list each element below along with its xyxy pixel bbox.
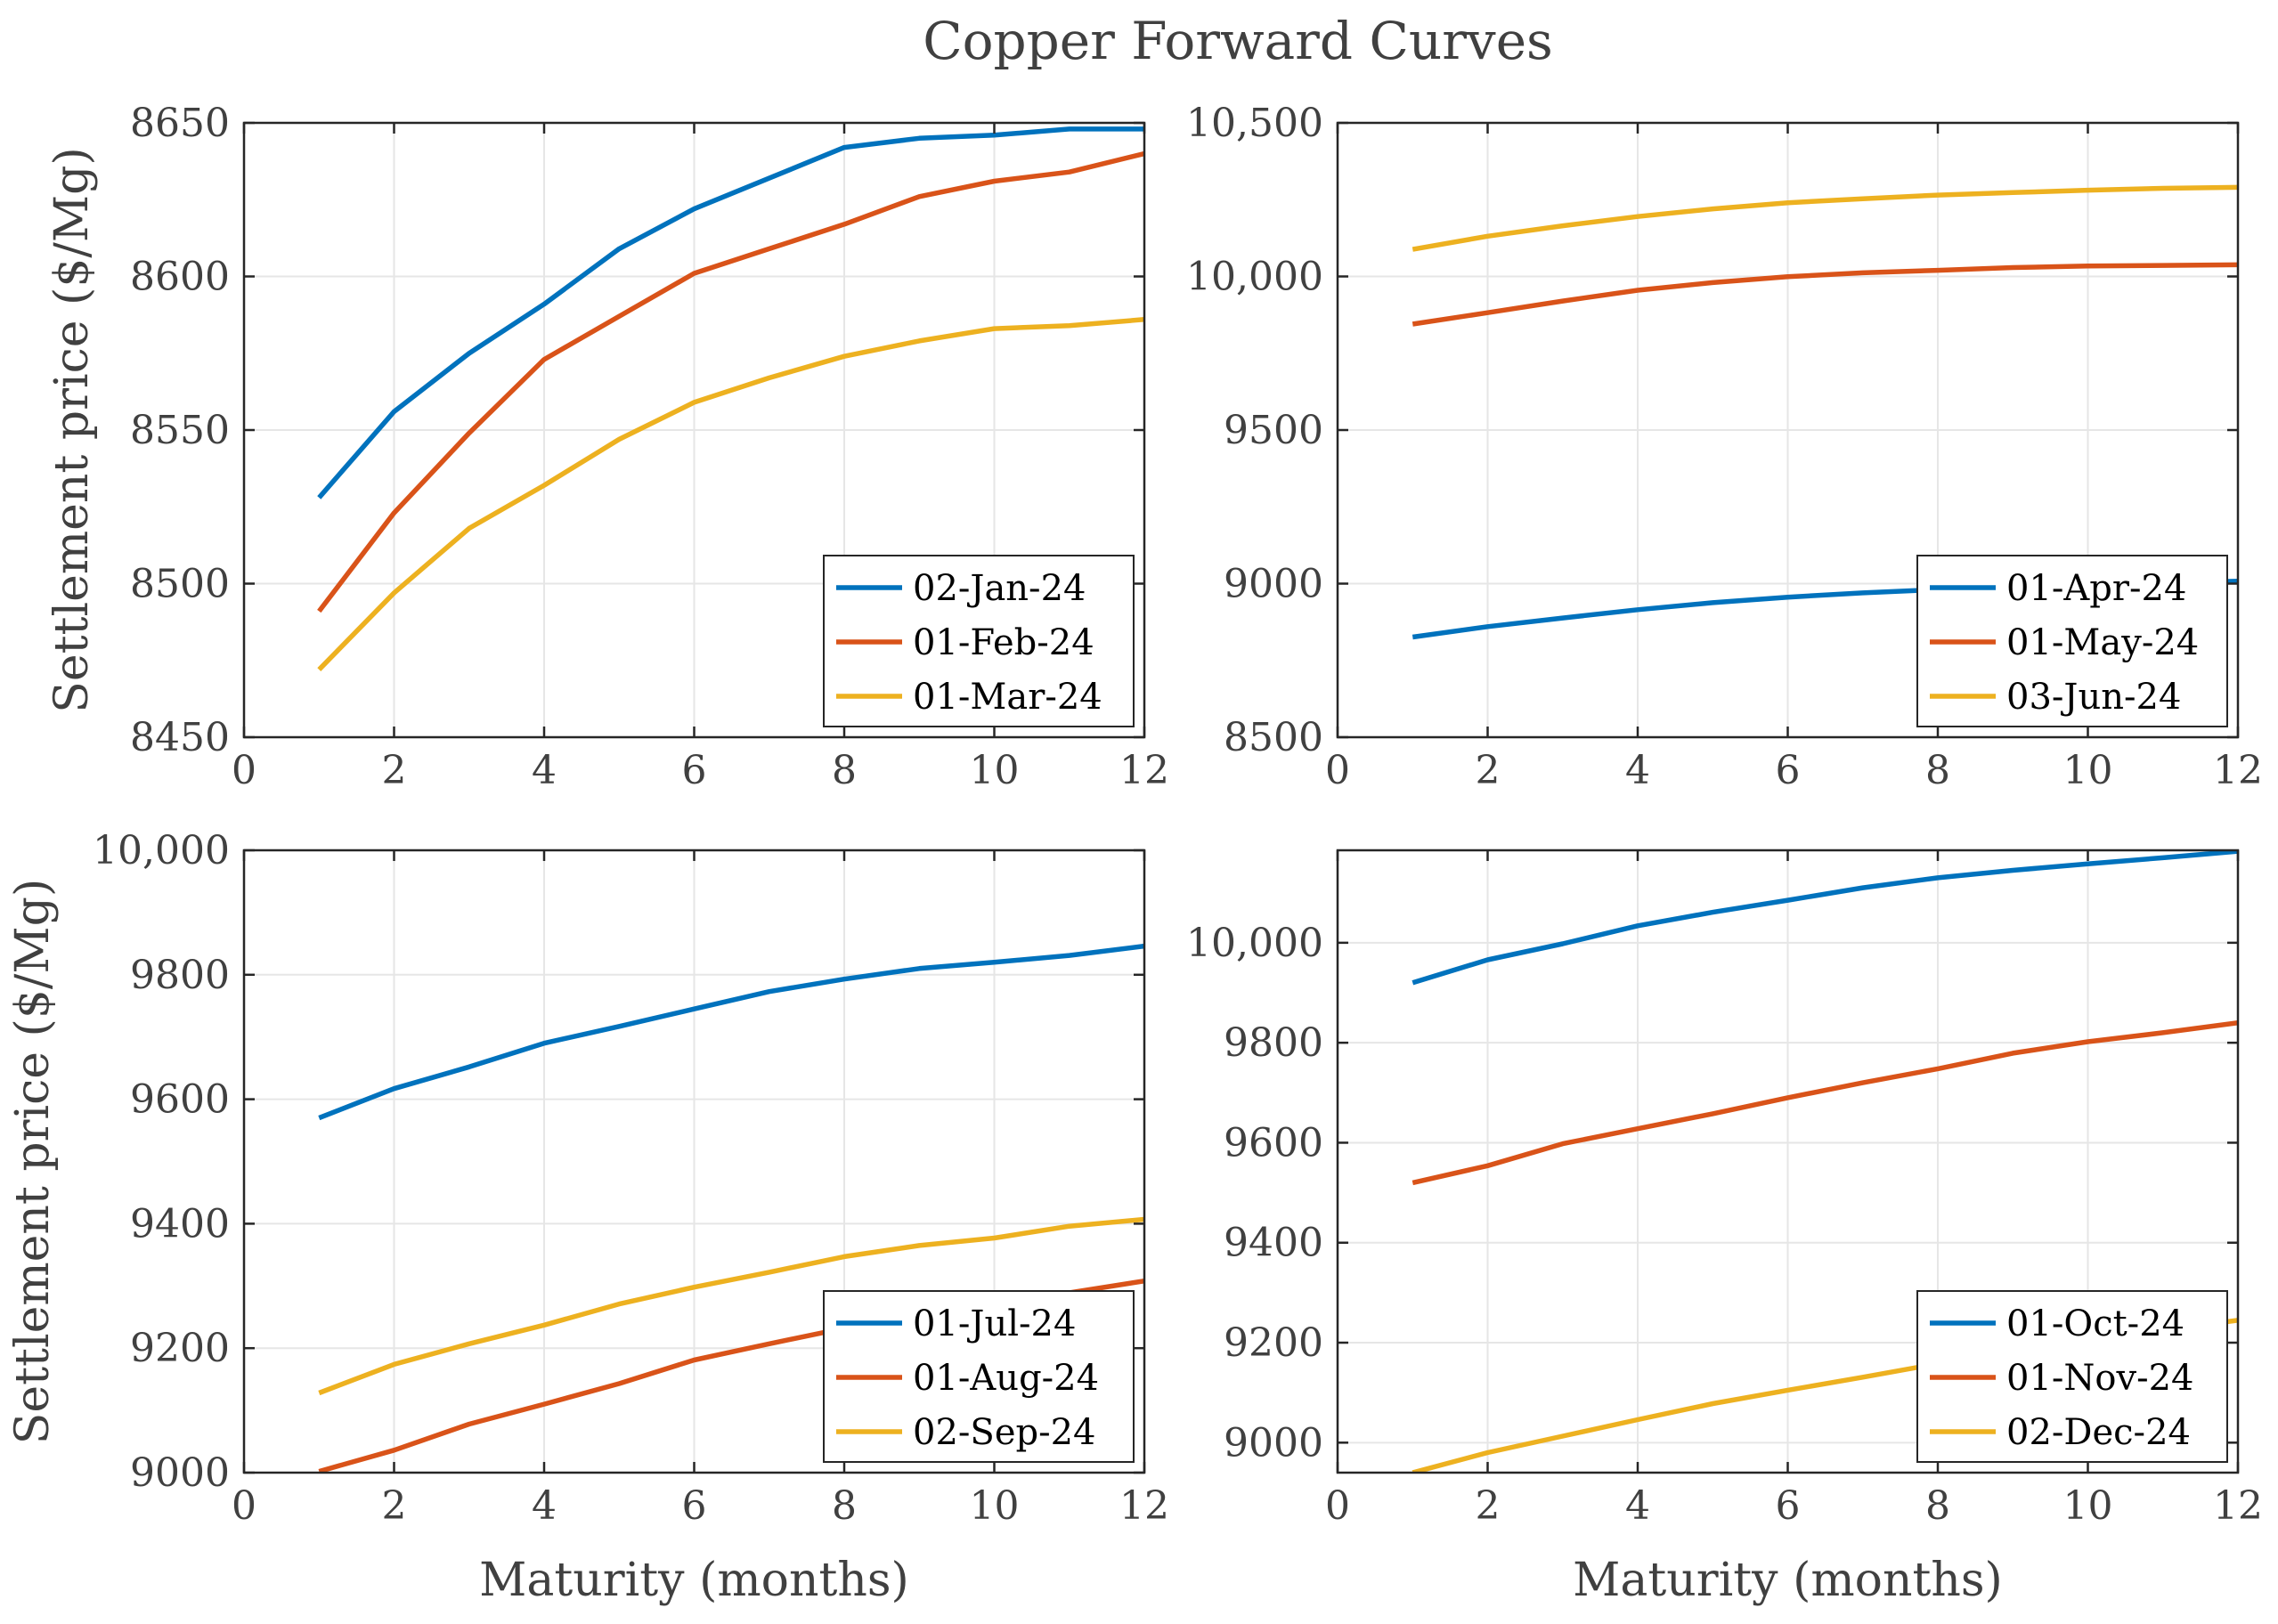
- x-tick-label: 4: [1625, 1483, 1650, 1529]
- y-tick-label: 8500: [1224, 715, 1323, 760]
- legend-label: 03-Jun-24: [2006, 677, 2181, 718]
- y-tick-label: 8500: [130, 562, 230, 607]
- legend-label: 01-Oct-24: [2006, 1303, 2184, 1344]
- x-tick-label: 12: [1119, 748, 1169, 793]
- legend-label: 01-Mar-24: [913, 677, 1102, 718]
- x-tick-label: 2: [382, 748, 407, 793]
- subplot-1: 0 2 4 6 8 10 12 8450 8500 8550 8600 8650 Settlement …: [45, 101, 1169, 793]
- x-tick-label: 4: [532, 1483, 557, 1529]
- x-tick-label: 10: [2063, 748, 2113, 793]
- y-tick-label: 9800: [1224, 1020, 1323, 1066]
- y-tick-label: 8550: [130, 408, 230, 453]
- y-axis-title: Settlement price ($/Mg): [6, 879, 60, 1445]
- series-line-1: [1412, 850, 2238, 986]
- legend-label: 01-Nov-24: [2006, 1358, 2194, 1399]
- legend: 01-Jul-24 01-Aug-24 02-Sep-24: [823, 1290, 1135, 1463]
- y-tick-label: 10,500: [1186, 101, 1323, 146]
- x-tick-label: 12: [1119, 1483, 1169, 1529]
- legend-label: 01-Aug-24: [913, 1358, 1099, 1399]
- subplot-2: 0 2 4 6 8 10 12 8500 9000 9500 10,000 10,500 01-Apr-…: [1186, 101, 2263, 793]
- y-tick-label: 10,000: [1186, 921, 1323, 966]
- y-tick-label: 9400: [1224, 1221, 1323, 1266]
- y-tick-label: 8600: [130, 255, 230, 300]
- x-tick-label: 4: [532, 748, 557, 793]
- legend-label: 02-Sep-24: [913, 1412, 1096, 1453]
- y-tick-label: 9600: [1224, 1120, 1323, 1165]
- y-tick-label: 10,000: [1186, 255, 1323, 300]
- series-line-2: [1412, 262, 2238, 327]
- y-tick-label: 9800: [130, 953, 230, 998]
- x-tick-label: 0: [1325, 748, 1350, 793]
- series-line-2: [1412, 1019, 2238, 1186]
- series-line-1: [318, 943, 1144, 1121]
- series-line-3: [1412, 184, 2238, 252]
- series-line-1: [317, 126, 1144, 499]
- x-tick-label: 10: [2063, 1483, 2113, 1529]
- x-tick-label: 2: [1476, 748, 1501, 793]
- x-tick-label: 0: [1325, 1483, 1350, 1529]
- legend-label: 02-Jan-24: [913, 568, 1086, 609]
- x-tick-label: 6: [1776, 1483, 1801, 1529]
- y-tick-label: 9500: [1224, 408, 1323, 453]
- figure-title: Copper Forward Curves: [923, 11, 1553, 71]
- x-tick-label: 8: [832, 1483, 857, 1529]
- x-tick-label: 10: [970, 748, 1020, 793]
- y-tick-label: 9200: [1224, 1320, 1323, 1366]
- y-tick-label: 9000: [130, 1450, 230, 1496]
- y-tick-label: 8650: [130, 101, 230, 146]
- x-tick-label: 12: [2213, 1483, 2263, 1529]
- x-tick-label: 6: [1776, 748, 1801, 793]
- x-tick-label: 0: [232, 748, 256, 793]
- subplot-4: 0 2 4 6 8 10 12 9000 9200 9400 9600 9800 10,000 Matur…: [1186, 849, 2263, 1607]
- x-tick-label: 8: [832, 748, 857, 793]
- legend-label: 01-Jul-24: [913, 1303, 1076, 1344]
- y-tick-label: 8450: [130, 715, 230, 760]
- y-tick-label: 9000: [1224, 562, 1323, 607]
- y-axis-title: Settlement price ($/Mg): [45, 147, 99, 713]
- series-line-2: [317, 150, 1144, 613]
- x-tick-label: 2: [1476, 1483, 1501, 1529]
- y-tick-label: 9200: [130, 1326, 230, 1371]
- x-axis-title: Maturity (months): [479, 1554, 909, 1607]
- x-tick-label: 0: [232, 1483, 256, 1529]
- y-tick-label: 9000: [1224, 1420, 1323, 1466]
- legend-label: 01-May-24: [2006, 622, 2199, 663]
- subplots: 0 2 4 6 8 10 1284508500855086008650Settlement …: [6, 101, 2263, 1607]
- x-tick-label: 8: [1925, 1483, 1950, 1529]
- y-tick-label: 10,000: [93, 828, 230, 873]
- subplot-3: 0 2 4 6 8 10 12 9000 9200 9400 9600 9800 10,000 Settl…: [6, 828, 1169, 1607]
- legend: 02-Jan-24 01-Feb-24 01-Mar-24: [823, 555, 1135, 727]
- legend: 01-Apr-24 01-May-24 03-Jun-24: [1916, 555, 2228, 727]
- series-line-3: [318, 1216, 1144, 1396]
- series-line-3: [317, 317, 1144, 672]
- legend-label: 01-Feb-24: [913, 622, 1094, 663]
- x-axis-title: Maturity (months): [1573, 1554, 2003, 1607]
- x-tick-label: 4: [1625, 748, 1650, 793]
- y-tick-label: 9400: [130, 1201, 230, 1246]
- legend-label: 02-Dec-24: [2006, 1412, 2191, 1453]
- x-tick-label: 10: [970, 1483, 1020, 1529]
- x-tick-label: 2: [382, 1483, 407, 1529]
- x-tick-label: 6: [682, 1483, 707, 1529]
- legend: 01-Oct-24 01-Nov-24 02-Dec-24: [1916, 1290, 2228, 1463]
- x-tick-label: 6: [682, 748, 707, 793]
- legend-label: 01-Apr-24: [2006, 568, 2186, 609]
- x-tick-label: 12: [2213, 748, 2263, 793]
- y-tick-label: 9600: [130, 1077, 230, 1123]
- x-tick-label: 8: [1925, 748, 1950, 793]
